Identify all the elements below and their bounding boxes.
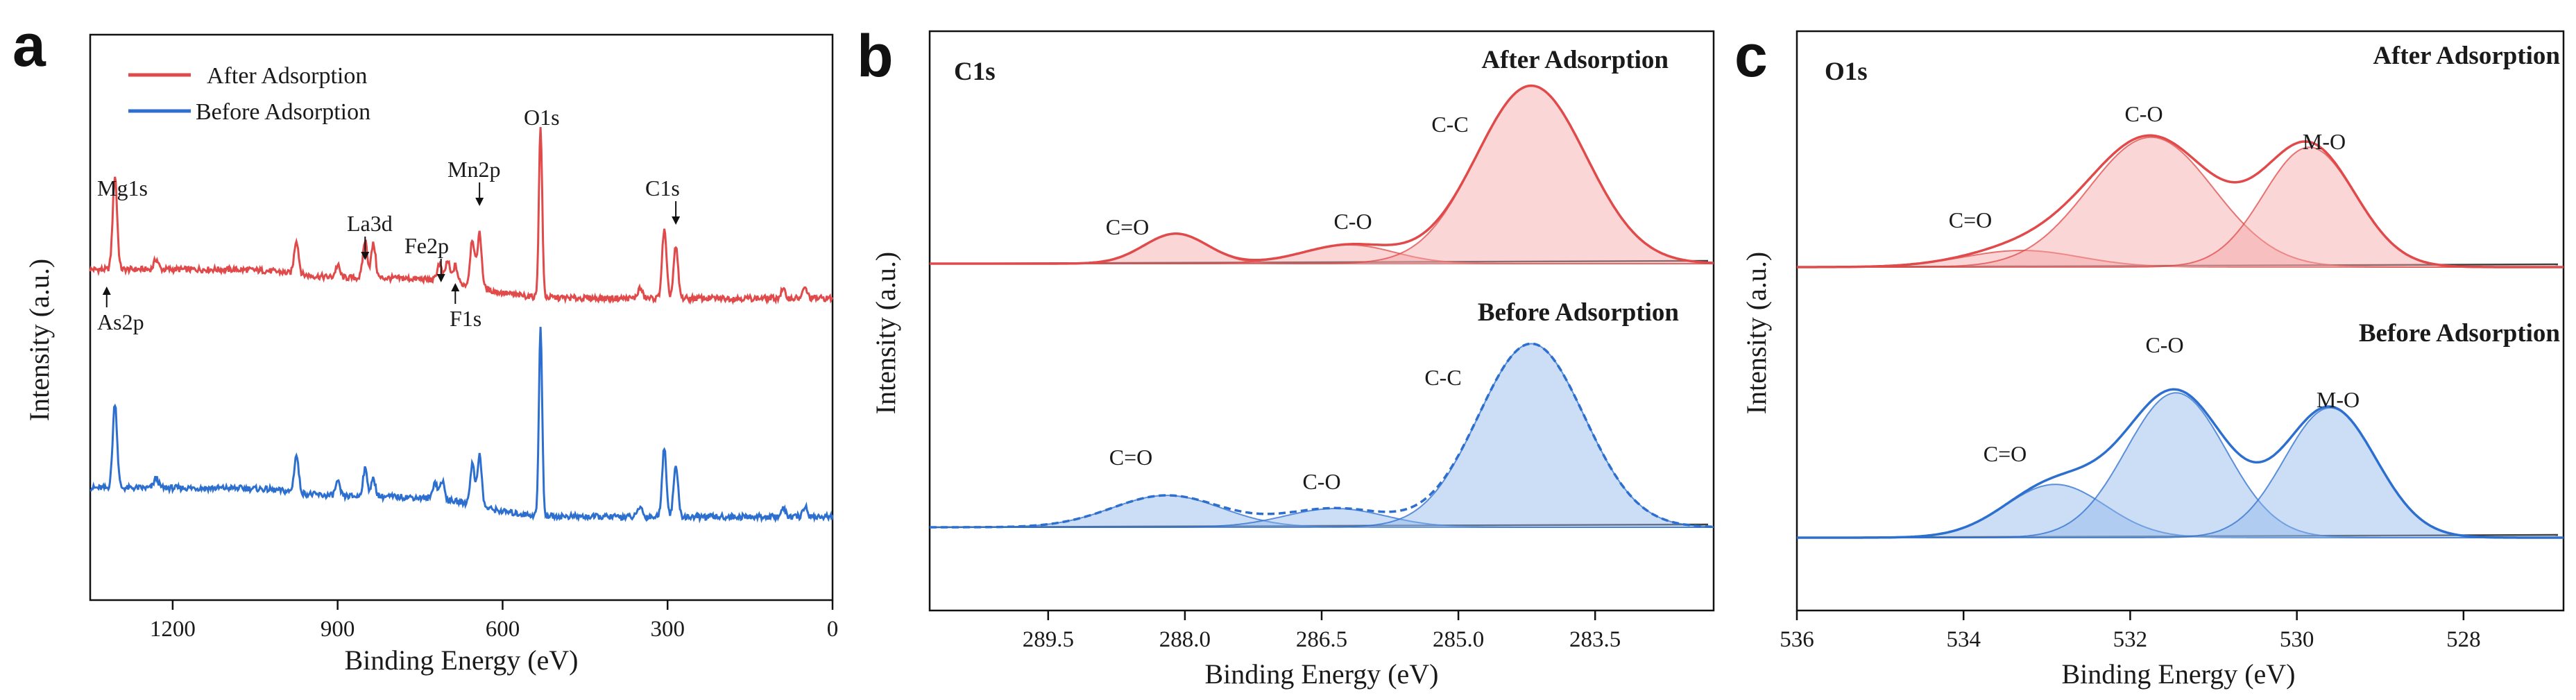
plot-frame-a	[89, 33, 834, 601]
peak-label-la3d: La3d	[347, 211, 393, 236]
survey-line-before	[89, 327, 834, 524]
x-tick-label: 286.5	[1296, 627, 1347, 652]
y-axis-title-a: Intensity (a.u.)	[24, 259, 55, 421]
survey-line-after	[89, 127, 834, 305]
component-label: M-O	[2317, 387, 2360, 412]
peak-label-fe2p: Fe2p	[404, 233, 449, 258]
x-tick-label: 534	[1946, 627, 1981, 652]
x-tick-label: 532	[2113, 627, 2148, 652]
legend-a: After Adsorption Before Adsorption	[128, 63, 370, 125]
component-label: C=O	[1949, 207, 1993, 232]
plot-area-b: C=O C-O C-C C=O C-O C-C	[928, 30, 1715, 612]
annotation-arrowhead	[451, 283, 460, 291]
component-label: C-O	[2124, 101, 2163, 126]
annotation-arrowhead	[475, 198, 484, 206]
x-tick-label: 600	[486, 617, 520, 642]
peak-label-mg1s: Mg1s	[97, 176, 148, 200]
peak-annotations-a: Mg1s As2p La3d Fe2p Mn2p F1s O1s C1s	[97, 105, 681, 334]
panel-c-o1s: c Intensity (a.u.) Binding Energy (eV) O…	[1734, 23, 2565, 690]
x-tick-label: 536	[1780, 627, 1814, 652]
component-curve	[930, 343, 1714, 528]
x-tick-label: 0	[827, 617, 839, 642]
panel-b-c1s: b Intensity (a.u.) Binding Energy (eV) C…	[857, 23, 1715, 690]
peak-label-o1s: O1s	[524, 105, 560, 130]
x-tick-label: 900	[321, 617, 355, 642]
after-label-b: After Adsorption	[1481, 46, 1669, 74]
y-axis-title-c: Intensity (a.u.)	[1741, 252, 1772, 414]
component-area-co	[1797, 137, 2564, 267]
x-tick-label: 1200	[150, 617, 196, 642]
element-label-c: O1s	[1825, 58, 1868, 86]
peak-label-mn2p: Mn2p	[447, 157, 500, 182]
x-axis-title-b: Binding Energy (eV)	[1205, 658, 1439, 690]
envelope-curve-after	[930, 84, 1714, 265]
component-label: C-C	[1431, 112, 1468, 137]
component-area-cc	[930, 85, 1714, 264]
annotation-arrowhead	[672, 216, 681, 225]
panel-letter-b: b	[857, 23, 894, 89]
component-label: C=O	[1106, 214, 1150, 239]
component-area-mo	[1797, 407, 2564, 538]
peak-label-f1s: F1s	[450, 306, 481, 331]
x-tick-label: 300	[650, 617, 685, 642]
component-label: C-O	[1302, 469, 1340, 494]
component-area-co	[1797, 393, 2564, 538]
annotation-arrowhead	[361, 252, 370, 260]
legend-label-after: After Adsorption	[207, 63, 367, 89]
plot-area-c: C=O C-O M-O C=O C-O M-O	[1795, 30, 2565, 612]
x-tick-label: 528	[2446, 627, 2481, 652]
panel-a-survey: a Intensity (a.u.) Binding Energy (eV) 1…	[12, 12, 838, 676]
x-ticks-c: 536 534 532 530 528	[1780, 611, 2481, 652]
x-tick-label: 283.5	[1569, 627, 1621, 652]
before-label-c: Before Adsorption	[2359, 319, 2561, 348]
x-tick-label: 285.0	[1433, 627, 1484, 652]
component-area-cdblo	[1797, 484, 2564, 538]
component-label: M-O	[2303, 129, 2346, 154]
component-label: C-O	[1333, 209, 1372, 234]
component-area-co	[930, 509, 1714, 527]
annotation-arrowhead	[436, 274, 445, 282]
x-axis-title-a: Binding Energy (eV)	[345, 644, 579, 676]
x-tick-label: 530	[2280, 627, 2314, 652]
component-label: C-C	[1424, 365, 1461, 390]
component-label: C=O	[1984, 441, 2027, 466]
plot-frame-c	[1795, 30, 2565, 612]
x-tick-label: 289.5	[1023, 627, 1074, 652]
x-ticks-a: 1200 900 600 300 0	[150, 600, 838, 642]
envelope-curve-after	[1797, 134, 2564, 268]
panel-letter-c: c	[1734, 23, 1768, 89]
panel-letter-a: a	[12, 12, 46, 79]
element-label-b: C1s	[954, 58, 996, 86]
x-ticks-b: 289.5 288.0 286.5 285.0 283.5	[1023, 611, 1621, 652]
before-label-b: Before Adsorption	[1478, 298, 1680, 327]
legend-label-before: Before Adsorption	[196, 99, 370, 125]
component-label: C=O	[1109, 445, 1153, 470]
envelope-curve-before	[1797, 388, 2564, 539]
peak-label-as2p: As2p	[97, 309, 144, 334]
peak-label-c1s: C1s	[645, 176, 680, 200]
component-label: C-O	[2145, 332, 2183, 357]
component-area-cc	[930, 343, 1714, 527]
x-tick-label: 288.0	[1159, 627, 1211, 652]
after-label-c: After Adsorption	[2373, 42, 2560, 70]
plot-area-a	[89, 33, 834, 601]
annotation-arrowhead	[102, 287, 111, 295]
y-axis-title-b: Intensity (a.u.)	[870, 252, 901, 414]
x-axis-title-c: Binding Energy (eV)	[2062, 658, 2296, 690]
component-area-mo	[1797, 147, 2564, 267]
component-area-co	[930, 245, 1714, 264]
